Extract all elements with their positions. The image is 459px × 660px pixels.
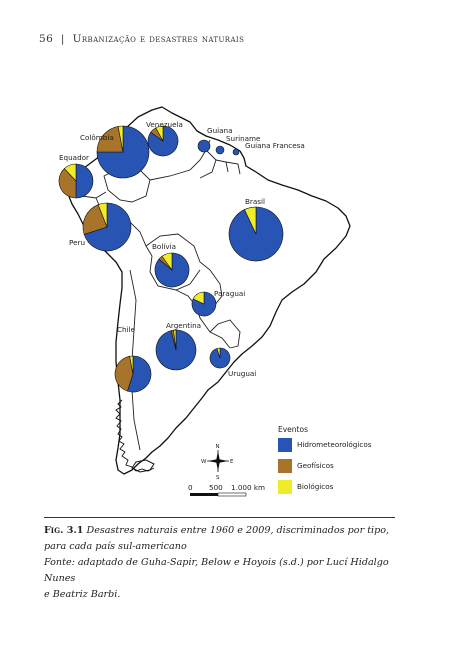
tierra-del-fuego	[131, 459, 155, 473]
pie-peru-bio	[97, 202, 108, 228]
label-guiana-francesa: Guiana Francesa	[245, 141, 305, 150]
compass-e: E	[230, 459, 234, 465]
compass-rose-icon: N S E W	[201, 444, 234, 481]
legend-label-bio: Biológicos	[297, 482, 334, 491]
label-argentina: Argentina	[166, 321, 201, 330]
pie-colombia-geo	[96, 126, 124, 153]
label-uruguai: Uruguai	[228, 369, 256, 378]
compass-s: S	[216, 475, 220, 481]
label-peru: Peru	[69, 238, 85, 247]
caption-line-1: Desastres naturais entre 1960 e 2009, di…	[86, 525, 390, 536]
label-suriname: Suriname	[226, 134, 261, 143]
pie-equador-geo	[58, 168, 77, 199]
pie-chile-hydro	[127, 355, 152, 393]
figure-label: Fig. 3.1	[44, 525, 84, 536]
header-separator: |	[60, 33, 65, 45]
label-chile: Chile	[117, 325, 136, 334]
pie-brasil-bio	[244, 206, 257, 235]
caption-line-3: Fonte: adaptado de Guha-Sapir, Below e H…	[44, 557, 389, 584]
continent-outline	[67, 106, 351, 475]
label-venezuela: Venezuela	[146, 120, 183, 129]
scale-tick-0: 0	[188, 483, 193, 492]
pie-argentina-bio	[173, 329, 177, 351]
scale-tick-1000: 1.000 km	[231, 483, 265, 492]
page-number: 56	[39, 33, 54, 45]
compass-w: W	[201, 459, 207, 465]
label-colombia: Colômbia	[80, 133, 114, 142]
scale-bar: 0 500 1.000 km	[188, 483, 265, 497]
label-equador: Equador	[59, 153, 89, 162]
legend: Eventos Hidrometeorológicos Geofísicos B…	[278, 425, 372, 494]
running-header: 56 | Urbanização e desastres naturais	[39, 33, 244, 45]
label-guiana: Guiana	[207, 126, 233, 135]
pie-paraguai-hydro	[191, 291, 217, 317]
label-bolivia: Bolívia	[152, 242, 176, 251]
archipelago	[115, 399, 155, 472]
legend-swatch-geo	[278, 459, 292, 473]
legend-swatch-bio	[278, 480, 292, 494]
label-paraguai: Paraguai	[214, 289, 245, 298]
pie-equador-hydro	[75, 163, 94, 199]
legend-label-hydro: Hidrometeorológicos	[297, 440, 372, 449]
legend-swatch-hydro	[278, 438, 292, 452]
pie-paraguai-bio	[192, 291, 205, 305]
pie-uruguai-bio	[216, 347, 221, 359]
label-brasil: Brasil	[245, 197, 265, 206]
pie-chile-bio	[129, 355, 134, 375]
chapter-title: Urbanização e desastres naturais	[72, 33, 245, 45]
pie-bolivia-bio	[161, 252, 173, 271]
caption-line-2: para cada país sul-americano	[44, 541, 187, 552]
pie-equador-bio	[63, 163, 77, 182]
pie-colombia-bio	[117, 125, 124, 153]
caption-line-4: e Beatriz Barbi.	[44, 589, 121, 600]
pie-venezuela-bio	[155, 125, 164, 142]
caption-rule	[44, 517, 395, 518]
figure-caption: Fig. 3.1 Desastres naturais entre 1960 e…	[44, 523, 404, 603]
legend-label-geo: Geofísicos	[297, 461, 334, 470]
south-america-map: Colômbia Venezuela Guiana Suriname Guian…	[58, 106, 372, 497]
pie-guiana-hydro	[197, 139, 211, 153]
pie-charts	[58, 125, 284, 393]
compass-n: N	[216, 444, 220, 450]
pie-guiana-francesa-hydro	[232, 148, 240, 156]
pie-suriname-hydro	[215, 145, 225, 155]
legend-title: Eventos	[278, 425, 308, 434]
pie-colombia-hydro	[96, 125, 150, 179]
pie-peru-hydro	[83, 202, 132, 252]
pie-chile-geo	[114, 355, 134, 392]
scale-tick-500: 500	[209, 483, 223, 492]
